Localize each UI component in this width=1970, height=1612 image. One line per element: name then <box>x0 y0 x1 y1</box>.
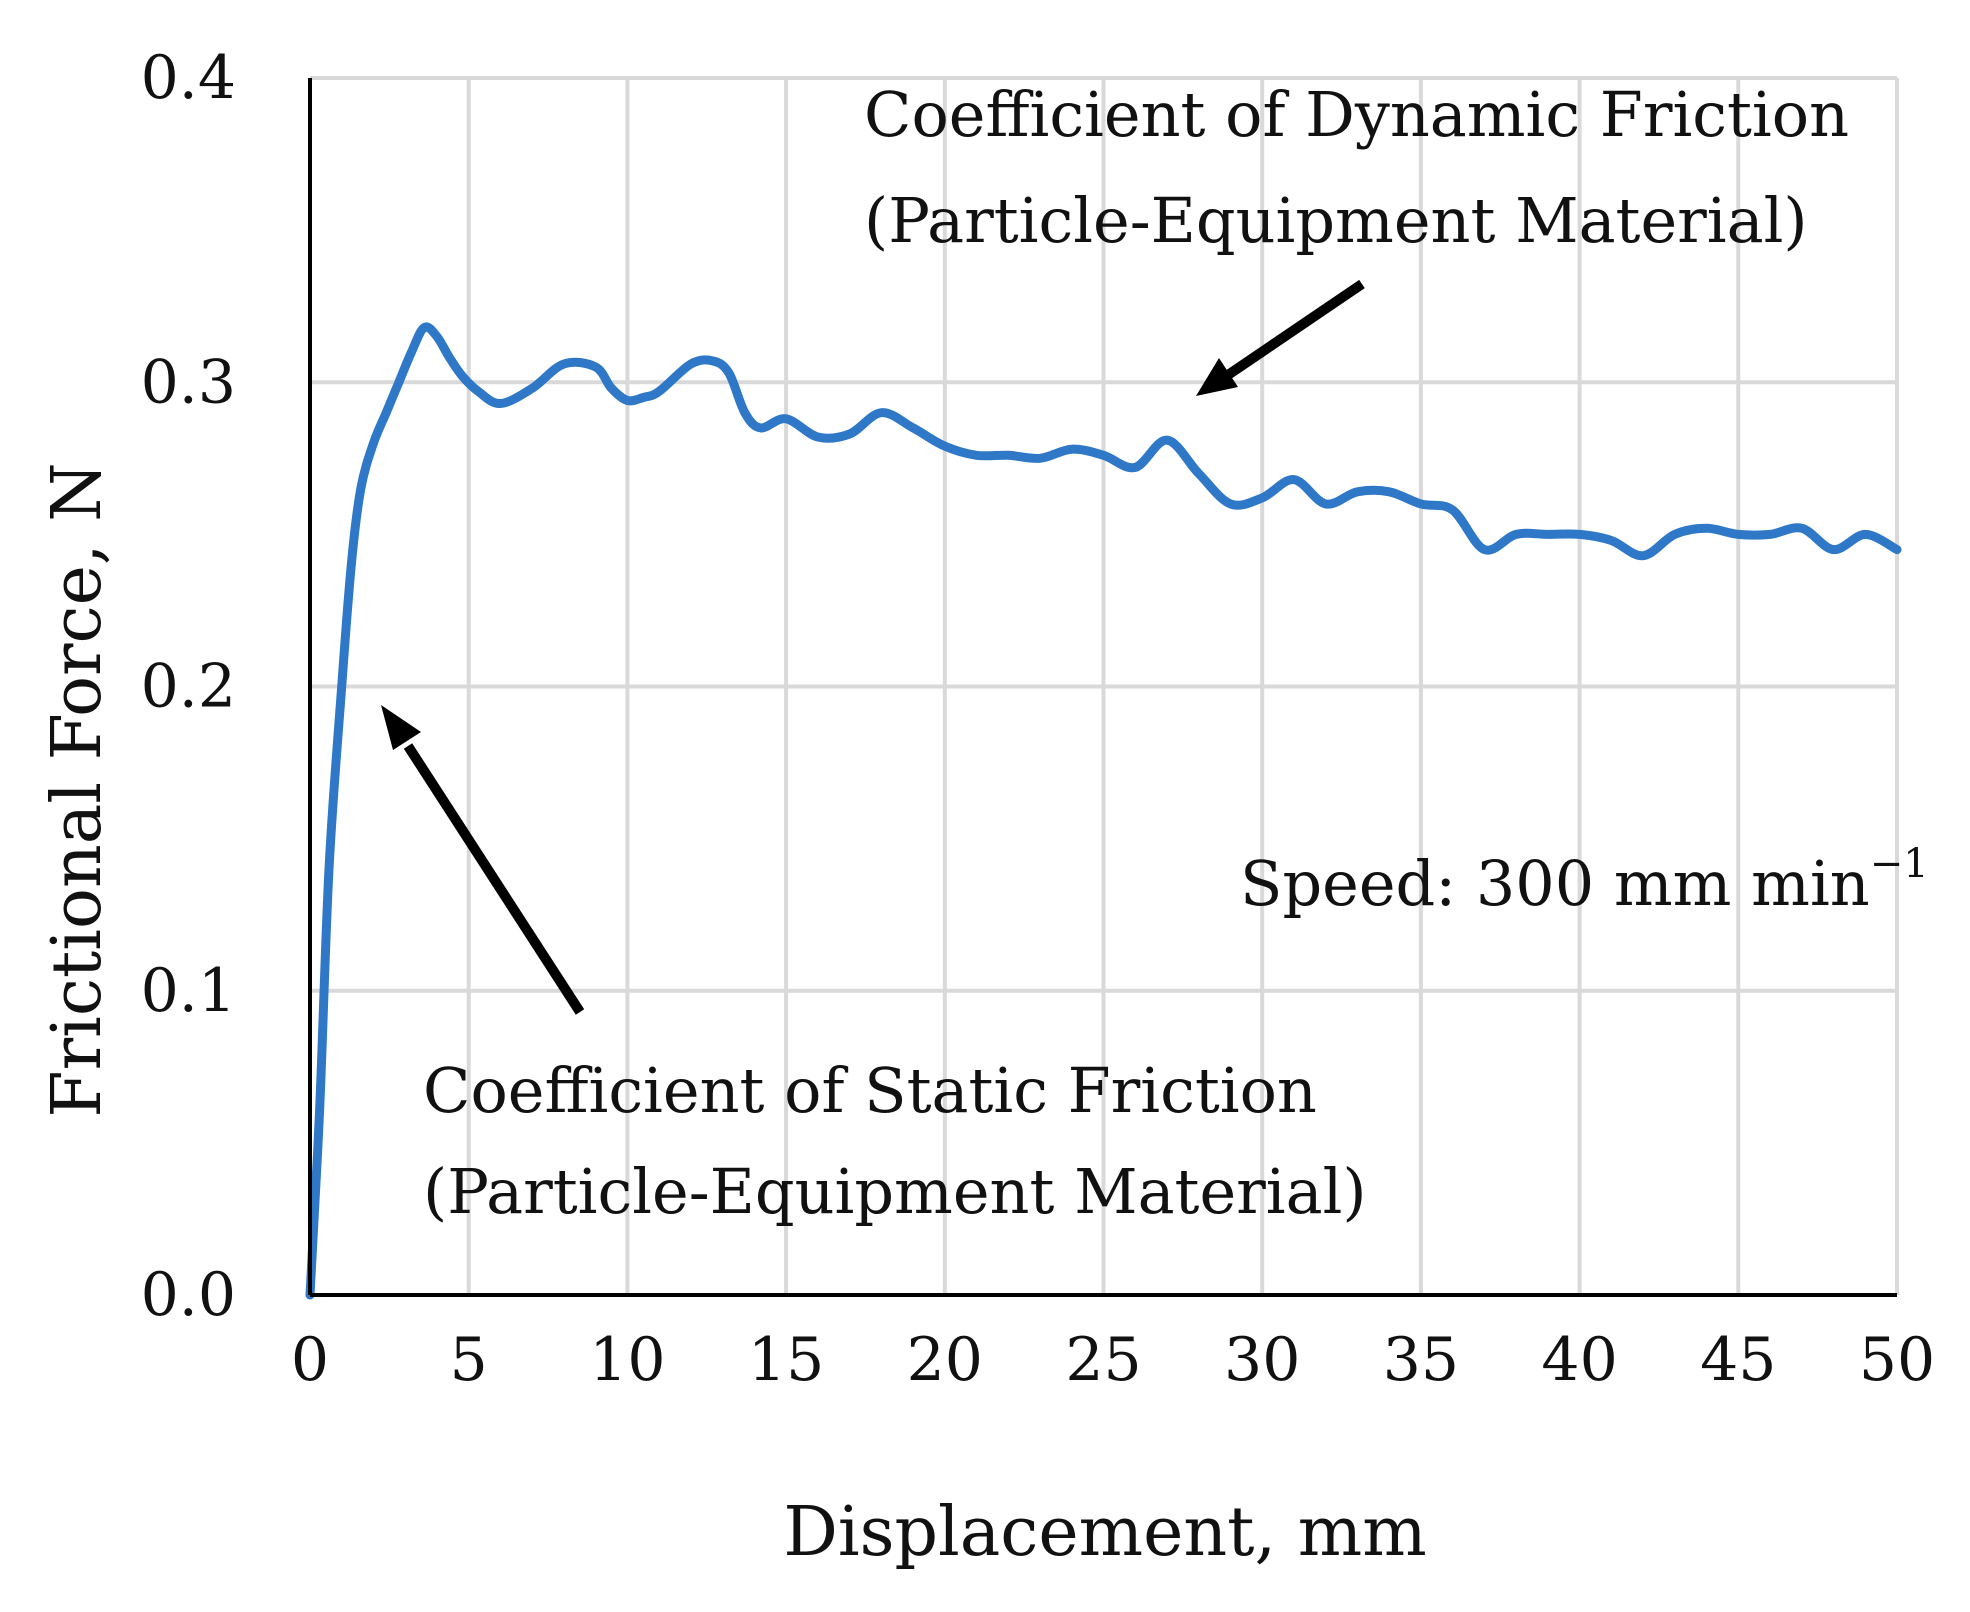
x-tick-label: 5 <box>450 1325 488 1395</box>
x-tick-label: 35 <box>1383 1325 1459 1395</box>
y-tick-label: 0.2 <box>141 652 236 722</box>
x-tick-label: 10 <box>589 1325 665 1395</box>
line-layer <box>305 322 1902 1300</box>
speed-note-text: Speed: 300 mm min <box>1240 847 1870 920</box>
arrow-dynamic <box>1196 279 1365 396</box>
speed-note: Speed: 300 mm min−1 <box>1240 841 1929 920</box>
x-tick-labels: 0 5 10 15 20 25 30 35 40 45 50 <box>291 1325 1935 1395</box>
x-tick-label: 25 <box>1065 1325 1141 1395</box>
y-tick-label: 0.0 <box>141 1260 236 1330</box>
x-tick-label: 20 <box>907 1325 983 1395</box>
series-line-0 <box>305 322 1902 1300</box>
x-tick-label: 15 <box>748 1325 824 1395</box>
y-tick-label: 0.3 <box>141 347 236 417</box>
annotation-dynamic-line-1: Coefficient of Dynamic Friction <box>864 78 1849 151</box>
x-tick-label: 40 <box>1541 1325 1617 1395</box>
grid-lines <box>310 76 1899 1295</box>
y-tick-labels: 0.0 0.1 0.2 0.3 0.4 <box>141 43 236 1330</box>
x-tick-label: 30 <box>1224 1325 1300 1395</box>
annotation-dynamic-line-2: (Particle-Equipment Material) <box>864 184 1808 257</box>
annotation-static-line-2: (Particle-Equipment Material) <box>423 1155 1367 1228</box>
y-tick-label: 0.4 <box>141 43 236 113</box>
axes <box>308 78 1897 1297</box>
x-tick-label: 45 <box>1700 1325 1776 1395</box>
x-axis-title: Displacement, mm <box>783 1493 1426 1572</box>
annotation-static-line-1: Coefficient of Static Friction <box>423 1054 1317 1127</box>
arrow-static <box>381 705 585 1015</box>
speed-note-superscript: −1 <box>1870 841 1929 887</box>
x-tick-label: 0 <box>291 1325 329 1395</box>
x-tick-label: 50 <box>1859 1325 1935 1395</box>
y-axis-title: Frictional Force, N <box>38 462 117 1117</box>
y-tick-label: 0.1 <box>141 956 236 1026</box>
